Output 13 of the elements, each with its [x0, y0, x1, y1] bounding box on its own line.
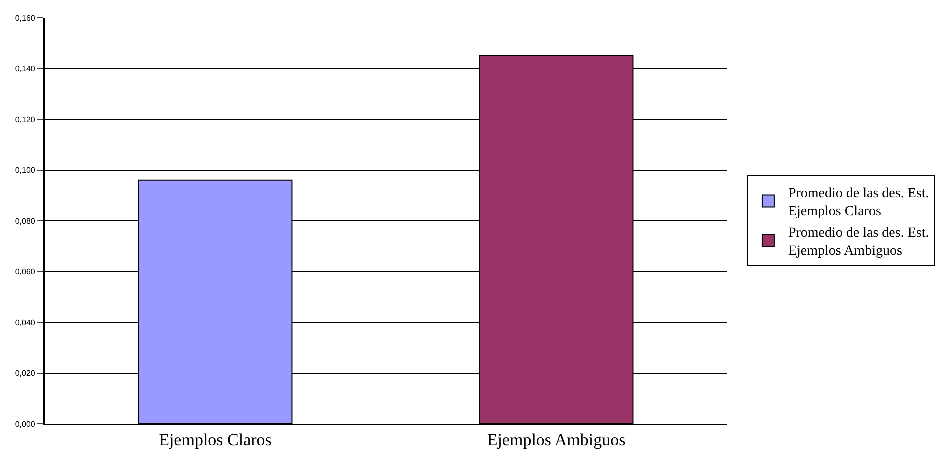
y-tick-label: 0,120	[15, 115, 36, 124]
y-tick-label: 0,020	[15, 369, 36, 378]
y-tick-label: 0,040	[15, 318, 36, 328]
legend-label: Promedio de las des. Est. Ejemplos Claros	[788, 186, 930, 220]
x-tick-label: Ejemplos Ambiguos	[487, 430, 626, 450]
y-tick-label: 0,060	[15, 268, 36, 277]
y-tick-label: 0,160	[15, 14, 36, 23]
y-tick-label: 0,080	[15, 216, 36, 226]
y-tick-label: 0,140	[15, 64, 36, 74]
y-tick-label: 0,000	[15, 420, 36, 429]
y-tick-label: 0,100	[15, 166, 36, 176]
x-tick-label: Ejemplos Claros	[159, 430, 272, 450]
legend-label: Promedio de las des. Est. Ejemplos Ambiguos	[788, 226, 930, 260]
